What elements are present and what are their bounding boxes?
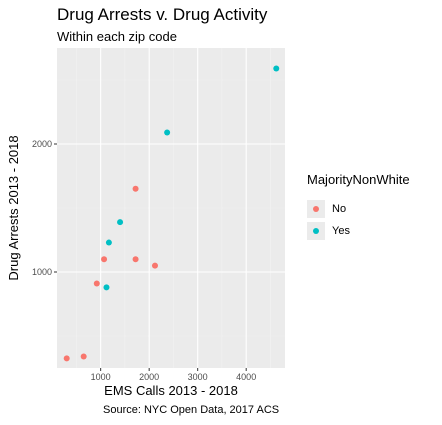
x-tick-label: 4000 [236, 372, 256, 382]
data-point-yes [117, 219, 124, 226]
data-point-no [80, 353, 87, 360]
x-axis-title: EMS Calls 2013 - 2018 [104, 383, 238, 398]
y-tick-label: 1000 [32, 267, 52, 277]
chart-subtitle: Within each zip code [57, 29, 177, 44]
legend-dot-yes [313, 228, 319, 234]
legend-label-no: No [332, 203, 347, 215]
legend-dot-no [313, 206, 319, 212]
data-point-yes [164, 129, 171, 136]
legend-key-no [307, 200, 325, 218]
data-point-yes [273, 65, 280, 72]
major-gridlines [57, 48, 285, 368]
y-tick-label: 2000 [32, 139, 52, 149]
legend: MajorityNonWhite No Yes [307, 172, 410, 242]
data-point-yes [103, 284, 110, 291]
y-axis-title: Drug Arrests 2013 - 2018 [6, 135, 21, 280]
legend-label-yes: Yes [332, 225, 350, 237]
data-point-no [151, 262, 158, 269]
data-point-no [101, 256, 108, 263]
chart-caption: Source: NYC Open Data, 2017 ACS [103, 404, 280, 416]
data-point-yes [105, 239, 112, 246]
data-point-no [63, 355, 70, 362]
x-tick-label: 2000 [139, 372, 159, 382]
legend-key-yes [307, 222, 325, 240]
minor-gridlines [57, 48, 285, 368]
data-point-no [132, 185, 139, 192]
data-point-no [93, 280, 100, 287]
legend-item-yes: Yes [307, 220, 410, 242]
x-tick-label: 1000 [91, 372, 111, 382]
legend-item-no: No [307, 198, 410, 220]
chart-title: Drug Arrests v. Drug Activity [57, 5, 268, 24]
data-point-no [132, 256, 139, 263]
x-tick-label: 3000 [188, 372, 208, 382]
y-axis-ticks: 1000 2000 [32, 139, 57, 277]
x-axis-ticks: 1000 2000 3000 4000 [91, 368, 256, 382]
data-points [63, 65, 280, 362]
legend-title: MajorityNonWhite [307, 172, 410, 187]
